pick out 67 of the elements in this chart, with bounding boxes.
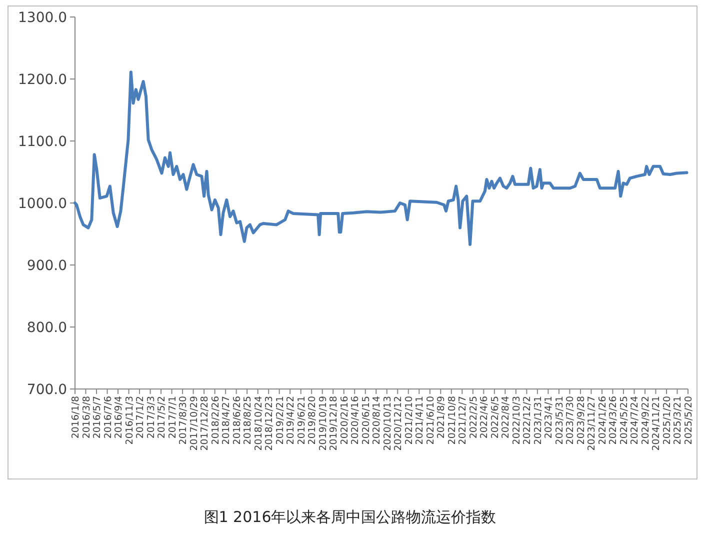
x-tick-label: 2018/12/23: [264, 396, 276, 451]
x-tick-label: 2019/4/22: [286, 396, 297, 445]
x-tick-label: 2016/3/8: [81, 396, 92, 439]
x-tick-label: 2021/8/9: [436, 396, 448, 439]
x-tick-label: 2017/12/28: [200, 396, 211, 451]
x-tick-label: 2022/2/5: [468, 396, 480, 439]
x-tick-label: 2016/9/4: [114, 396, 125, 439]
x-tick-label: 2022/4/6: [479, 396, 490, 439]
x-tick-label: 2018/4/27: [221, 396, 232, 445]
x-tick-label: 2018/2/26: [210, 396, 222, 445]
text: 图1 2016年以来各周中国公路物流运价指数: [204, 508, 496, 526]
x-tick-label: 2022/8/4: [500, 396, 512, 439]
x-tick-label: 2024/9/22: [640, 396, 652, 445]
x-tick-label: 2018/8/25: [242, 396, 254, 445]
x-tick-label: 2020/8/14: [372, 396, 383, 445]
y-tick-label: 900.0: [26, 258, 67, 274]
x-tick-label: 2021/10/8: [446, 396, 458, 445]
x-tick-label: 2024/11/21: [651, 396, 662, 451]
x-tick-label: 2019/12/18: [328, 396, 340, 451]
x-tick-label: 2025/3/21: [672, 396, 684, 445]
y-tick-label: 1100.0: [18, 134, 67, 150]
x-tick-label: 2019/8/20: [307, 396, 318, 445]
x-tick-label: 2017/7/1: [167, 396, 178, 439]
x-tick-label: 2020/10/13: [382, 396, 394, 451]
x-tick-label: 2025/5/20: [684, 396, 694, 445]
x-tick-label: 2016/11/3: [124, 396, 136, 445]
x-tick-label: 2023/1/31: [532, 396, 544, 445]
x-tick-label: 2023/5/31: [554, 396, 566, 445]
x-tick-label: 2021/12/7: [458, 396, 469, 445]
x-tick-label: 2022/6/5: [490, 396, 501, 439]
x-tick-label: 2022/10/3: [511, 396, 522, 445]
x-tick-label: 2020/2/16: [339, 396, 350, 445]
x-tick-label: 2023/11/27: [586, 396, 598, 451]
x-tick-label: 2021/6/10: [425, 396, 436, 445]
x-tick-label: 2017/5/2: [156, 396, 168, 439]
x-tick-label: 2019/2/21: [274, 396, 286, 445]
x-tick-label: 2023/7/30: [565, 396, 576, 445]
x-tick-label: 2022/12/2: [522, 396, 534, 445]
x-tick-label: 2017/3/3: [146, 396, 157, 439]
line-series: [74, 70, 688, 246]
x-tick-label: 2023/9/28: [576, 396, 587, 445]
y-tick-label: 800.0: [26, 320, 67, 336]
x-tick-label: 2018/10/24: [253, 396, 264, 451]
y-tick-label: 700.0: [26, 382, 67, 398]
x-tick-label: 2019/6/21: [296, 396, 308, 445]
x-tick-label: 2021/4/11: [414, 396, 426, 445]
x-tick-label: 2024/3/26: [608, 396, 620, 445]
x-tick-label: 2016/5/7: [92, 396, 104, 439]
x-tick-label: 2024/5/25: [618, 396, 630, 445]
x-tick-label: 2017/10/29: [188, 396, 200, 451]
x-tick-label: 2020/4/16: [350, 396, 362, 445]
x-tick-label: 2018/6/26: [232, 396, 243, 445]
x-tick-label: 2023/4/1: [544, 396, 555, 439]
x-tick-label: 2019/10/19: [318, 396, 329, 451]
x-tick-label: 2020/6/15: [360, 396, 372, 445]
x-tick-label: 2024/1/26: [597, 396, 608, 445]
y-tick-label: 1300.0: [18, 10, 67, 26]
x-tick-label: 2025/1/20: [662, 396, 673, 445]
y-tick-label: 1200.0: [18, 72, 67, 88]
x-tick-label: 2021/2/10: [404, 396, 415, 445]
x-tick-label: 2016/7/6: [102, 396, 114, 439]
x-tick-label: 2017/1/2: [135, 396, 146, 439]
x-tick-label: 2020/12/12: [393, 396, 404, 451]
x-tick-label: 2017/8/30: [178, 396, 190, 445]
x-tick-label: 2024/7/24: [630, 396, 641, 445]
y-tick-label: 1000.0: [18, 196, 67, 212]
x-tick-label: 2016/1/8: [70, 396, 82, 439]
